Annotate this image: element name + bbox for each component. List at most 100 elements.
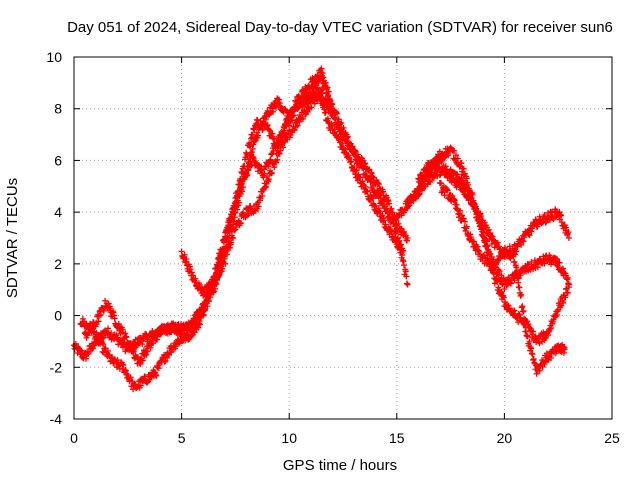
data-point bbox=[120, 362, 127, 369]
data-point bbox=[529, 351, 536, 358]
data-point bbox=[457, 207, 464, 214]
data-point bbox=[344, 134, 351, 141]
data-point bbox=[246, 163, 253, 170]
data-point bbox=[484, 243, 491, 250]
data-point bbox=[528, 345, 535, 352]
data-point bbox=[562, 294, 569, 301]
data-point bbox=[565, 235, 572, 241]
y-axis-label: SDTVAR / TECUs bbox=[4, 178, 21, 298]
data-point bbox=[512, 251, 519, 258]
data-point bbox=[259, 121, 266, 128]
x-tick-label: 0 bbox=[70, 430, 78, 446]
data-point bbox=[322, 79, 329, 86]
data-point bbox=[400, 262, 407, 269]
data-point bbox=[366, 166, 373, 173]
data-point bbox=[420, 175, 427, 182]
data-point bbox=[474, 243, 481, 250]
data-point bbox=[191, 329, 198, 336]
data-point bbox=[500, 294, 507, 301]
series-sat-c bbox=[81, 65, 336, 368]
data-point bbox=[211, 282, 218, 289]
data-point bbox=[514, 273, 521, 280]
data-point bbox=[418, 185, 425, 192]
data-point bbox=[253, 129, 260, 136]
data-point bbox=[280, 144, 287, 151]
data-point bbox=[230, 235, 237, 242]
data-point bbox=[480, 229, 487, 236]
chart-title: Day 051 of 2024, Sidereal Day-to-day VTE… bbox=[67, 19, 613, 36]
data-point bbox=[319, 90, 326, 97]
data-point bbox=[123, 334, 130, 341]
data-point bbox=[299, 115, 306, 122]
data-point bbox=[438, 180, 445, 187]
y-tick-label: 8 bbox=[54, 101, 62, 117]
data-point bbox=[328, 100, 335, 107]
data-point bbox=[556, 259, 563, 266]
data-point bbox=[348, 158, 355, 165]
data-point bbox=[513, 267, 520, 274]
data-point bbox=[518, 241, 525, 248]
data-point bbox=[192, 318, 199, 325]
data-point bbox=[144, 348, 151, 355]
data-point bbox=[222, 260, 229, 267]
data-point bbox=[357, 174, 364, 181]
data-point bbox=[234, 206, 241, 213]
data-point bbox=[139, 357, 146, 364]
data-point bbox=[383, 194, 390, 201]
data-point bbox=[188, 269, 195, 276]
data-point bbox=[266, 111, 273, 118]
series-points bbox=[71, 65, 572, 393]
data-point bbox=[137, 361, 144, 368]
data-point bbox=[427, 178, 434, 185]
data-point bbox=[516, 311, 523, 318]
data-point bbox=[521, 316, 528, 323]
data-point bbox=[501, 244, 508, 251]
data-point bbox=[241, 163, 248, 170]
data-point bbox=[526, 232, 533, 239]
data-point bbox=[485, 250, 492, 257]
plot-frame bbox=[73, 56, 613, 420]
data-point bbox=[516, 284, 523, 291]
data-point bbox=[564, 289, 571, 296]
data-point bbox=[183, 255, 190, 262]
y-tick-label: 6 bbox=[54, 152, 62, 168]
data-point bbox=[461, 218, 468, 225]
data-point bbox=[511, 258, 518, 265]
data-point bbox=[85, 349, 92, 356]
data-point bbox=[269, 130, 276, 137]
data-point bbox=[444, 187, 451, 194]
data-point bbox=[458, 160, 465, 167]
y-tick-label: 0 bbox=[54, 308, 62, 324]
data-point bbox=[197, 314, 204, 321]
data-point bbox=[323, 98, 330, 105]
data-point bbox=[265, 175, 272, 182]
data-point bbox=[362, 160, 369, 167]
data-point bbox=[388, 229, 395, 236]
data-point bbox=[271, 164, 278, 171]
data-point bbox=[477, 216, 484, 223]
data-point bbox=[179, 331, 186, 338]
data-point bbox=[273, 159, 280, 166]
data-point bbox=[403, 273, 410, 280]
data-point bbox=[325, 88, 332, 95]
data-point bbox=[249, 131, 256, 138]
data-point bbox=[381, 217, 388, 224]
data-point bbox=[200, 292, 207, 299]
data-point bbox=[379, 212, 386, 219]
data-point bbox=[447, 166, 454, 173]
data-point bbox=[533, 370, 540, 377]
data-point bbox=[559, 265, 566, 272]
data-point bbox=[404, 235, 411, 241]
x-tick-label: 15 bbox=[389, 430, 405, 446]
data-point bbox=[452, 152, 459, 159]
data-point bbox=[561, 346, 568, 353]
data-point bbox=[398, 212, 405, 219]
data-point bbox=[115, 320, 122, 327]
data-point bbox=[127, 340, 134, 347]
grid-lines bbox=[74, 57, 612, 419]
data-point bbox=[206, 297, 213, 304]
data-point bbox=[421, 181, 428, 188]
data-point bbox=[143, 351, 150, 358]
data-point bbox=[240, 184, 247, 191]
